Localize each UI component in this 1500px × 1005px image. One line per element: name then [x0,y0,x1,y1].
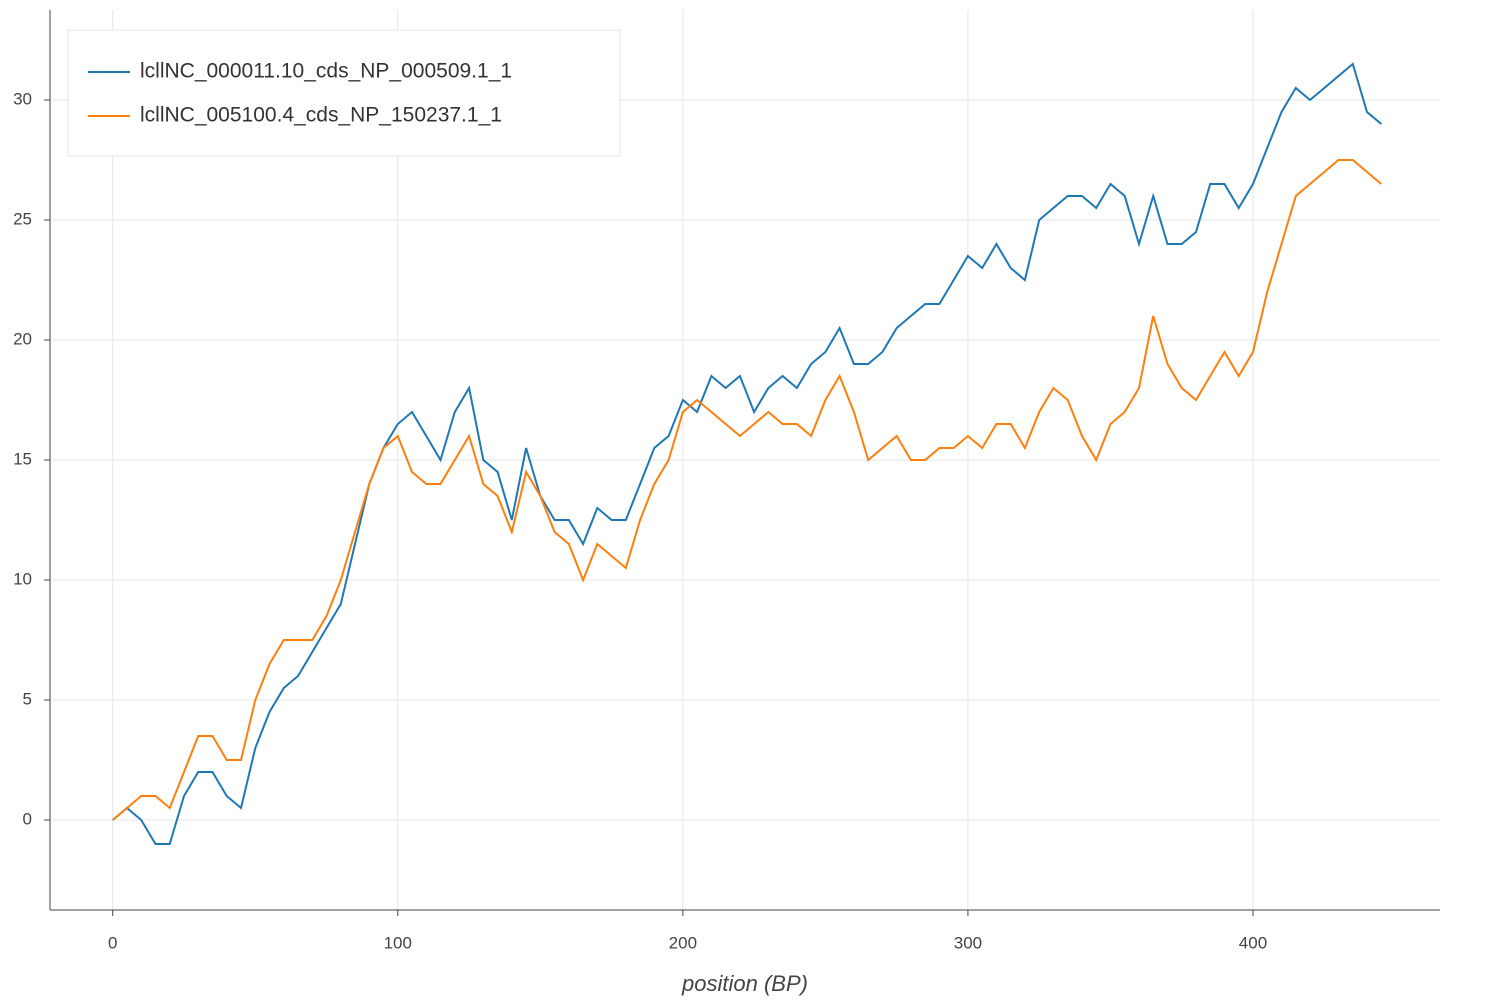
y-tick-label: 10 [13,569,32,588]
x-tick-label: 0 [108,933,117,952]
series-line [112,62,1382,845]
y-tick-label: 25 [13,209,32,228]
series-line [112,159,1382,821]
x-tick-label: 300 [954,933,982,952]
legend-label: lcllNC_000011.10_cds_NP_000509.1_1 [140,60,512,83]
x-tick-label: 100 [384,933,412,952]
y-tick-label: 5 [23,689,32,708]
x-tick-label: 200 [669,933,697,952]
y-tick-label: 30 [13,89,32,108]
x-tick-label: 400 [1239,933,1267,952]
y-tick-label: 0 [23,809,32,828]
x-axis-label: position (BP) [681,971,808,996]
legend-box [67,29,621,157]
y-tick-label: 20 [13,329,32,348]
legend-label: lcllNC_005100.4_cds_NP_150237.1_1 [140,104,502,127]
y-tick-label: 15 [13,449,32,468]
